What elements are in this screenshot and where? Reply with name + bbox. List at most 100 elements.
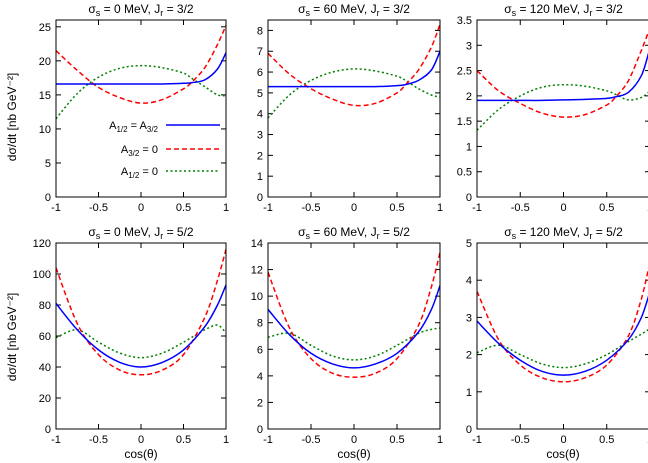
x-axis-label-left: cos(θ) — [124, 447, 157, 461]
series-line-a3-2-0 — [477, 267, 648, 383]
x-tick-label: -0.5 — [302, 202, 321, 214]
series-group — [268, 252, 440, 378]
y-tick-label: 2 — [466, 350, 472, 362]
x-tick-label: -0.5 — [302, 434, 321, 446]
y-tick-label: 6 — [257, 67, 263, 79]
y-tick-label: 5 — [466, 238, 472, 250]
series-line-a1-2-0 — [477, 83, 648, 131]
y-tick-label: 1 — [257, 171, 263, 183]
panel-title: σs = 60 MeV, Jr = 5/2 — [298, 225, 410, 241]
x-tick-label: -0.5 — [511, 202, 530, 214]
y-tick-label: 8 — [257, 318, 263, 330]
plot-frame — [55, 19, 227, 198]
panel-2: σs = 60 MeV, Jr = 3/2 0 1 2 3 4 5 6 7 8 -1 -0.5 0 0.5… — [257, 2, 443, 214]
x-tick-label: 0 — [351, 434, 357, 446]
y-tick-label: 60 — [39, 331, 51, 343]
y-tick-label: 5 — [257, 88, 263, 100]
y-tick-label: 8 — [257, 25, 263, 37]
y-tick-label: 4 — [466, 275, 472, 287]
x-tick-label: -1 — [51, 202, 61, 214]
x-tick-label: -0.5 — [89, 434, 108, 446]
legend-label: A3/2​ = 0 — [121, 144, 158, 158]
series-line-a3-2-0 — [268, 23, 440, 107]
legend-label: A1/2​ = A3/2​ — [109, 120, 158, 134]
x-tick-label: 0.5 — [389, 202, 404, 214]
x-axis-label-middle: cos(θ) — [337, 447, 370, 461]
series-line-a1-2-a3-2 — [56, 52, 226, 85]
x-tick-label: 0.5 — [389, 434, 404, 446]
x-tick-label: -1 — [472, 434, 482, 446]
y-tick-label: 2 — [466, 91, 472, 103]
x-tick-label: -1 — [472, 202, 482, 214]
y-tick-label: 5 — [45, 158, 51, 170]
panel-title: σs = 120 MeV, Jr = 3/2 — [504, 2, 623, 18]
series-line-a3-2-0 — [268, 252, 440, 378]
x-tick-label: 1 — [437, 202, 443, 214]
series-line-a3-2-0 — [56, 249, 226, 376]
y-tick-label: 2 — [257, 397, 263, 409]
y-axis-label-bottom: dσ/dt [nb GeV⁻²] — [5, 293, 19, 381]
y-tick-label: 2 — [257, 150, 263, 162]
y-tick-label: 80 — [39, 300, 51, 312]
x-tick-label: -0.5 — [89, 202, 108, 214]
y-tick-label: 20 — [39, 393, 51, 405]
x-tick-label: 0.5 — [176, 202, 191, 214]
y-tick-label: 25 — [39, 22, 51, 34]
series-line-a1-2-0 — [56, 324, 226, 359]
panel-title: σs = 0 MeV, Jr = 5/2 — [88, 225, 194, 241]
y-axis-label-top: dσ/dt [nb GeV⁻²] — [5, 73, 19, 161]
y-tick-label: 0 — [45, 192, 51, 204]
series-line-a3-2-0 — [477, 30, 648, 118]
x-tick-label: -1 — [51, 434, 61, 446]
plot-frame — [476, 242, 648, 430]
y-tick-label: 12 — [251, 265, 263, 277]
series-group — [268, 23, 440, 119]
y-tick-label: 10 — [39, 124, 51, 136]
y-tick-label: 15 — [39, 90, 51, 102]
y-tick-label: 3 — [257, 130, 263, 142]
y-tick-label: 7 — [257, 46, 263, 58]
x-tick-label: 0 — [138, 434, 144, 446]
series-group — [477, 30, 648, 131]
y-tick-label: 1 — [466, 141, 472, 153]
panel-4: σs = 0 MeV, Jr = 5/2 0 20 40 60 80 100 120 -1 -0.… — [33, 225, 229, 446]
series-line-a3-2-0 — [56, 25, 226, 104]
series-line-a1-2-a3-2 — [268, 285, 440, 369]
y-tick-label: 6 — [257, 344, 263, 356]
panel-6: σs = 120 MeV, Jr = 5/2 0 1 2 3 4 5 -1 -0.5 0 0.5 1 — [466, 225, 648, 446]
series-group — [56, 25, 226, 120]
x-tick-label: -0.5 — [511, 434, 530, 446]
series-group — [477, 267, 648, 383]
y-tick-label: 120 — [33, 238, 51, 250]
x-tick-label: 0 — [138, 202, 144, 214]
y-tick-label: 1 — [466, 387, 472, 399]
y-tick-label: 3.5 — [457, 15, 472, 27]
y-tick-label: 10 — [251, 291, 263, 303]
x-tick-label: 1 — [223, 202, 229, 214]
plot-frame — [476, 19, 648, 198]
panel-1: σs = 0 MeV, Jr = 3/2 0 5 10 15 20 25 -1 -0.5 0 0.5… — [39, 2, 229, 214]
series-line-a1-2-0 — [268, 68, 440, 119]
legend-label: A1/2​ = 0 — [121, 166, 158, 180]
x-tick-label: -1 — [263, 434, 273, 446]
panel-title: σs = 0 MeV, Jr = 3/2 — [88, 2, 194, 18]
y-tick-label: 0.5 — [457, 167, 472, 179]
series-line-a1-2-0 — [477, 329, 648, 369]
panel-3: σs = 120 MeV, Jr = 3/2 0 0.5 1 1.5 2 2.5 3 3.5 -1… — [457, 2, 648, 214]
y-tick-label: 40 — [39, 362, 51, 374]
y-tick-label: 3 — [466, 40, 472, 52]
y-tick-label: 0 — [257, 192, 263, 204]
x-tick-label: 0 — [351, 202, 357, 214]
x-tick-label: 0 — [560, 434, 566, 446]
legend: A1/2​ = A3/2​ A3/2​ = 0 A1/2​ = 0 — [109, 120, 220, 180]
y-tick-label: 2.5 — [457, 66, 472, 78]
x-tick-label: 1 — [223, 434, 229, 446]
y-tick-label: 100 — [33, 269, 51, 281]
x-tick-label: 1 — [437, 434, 443, 446]
y-tick-label: 0 — [45, 424, 51, 436]
y-tick-label: 4 — [257, 371, 263, 383]
panel-title: σs = 60 MeV, Jr = 3/2 — [298, 2, 410, 18]
plot-frame — [267, 242, 441, 430]
